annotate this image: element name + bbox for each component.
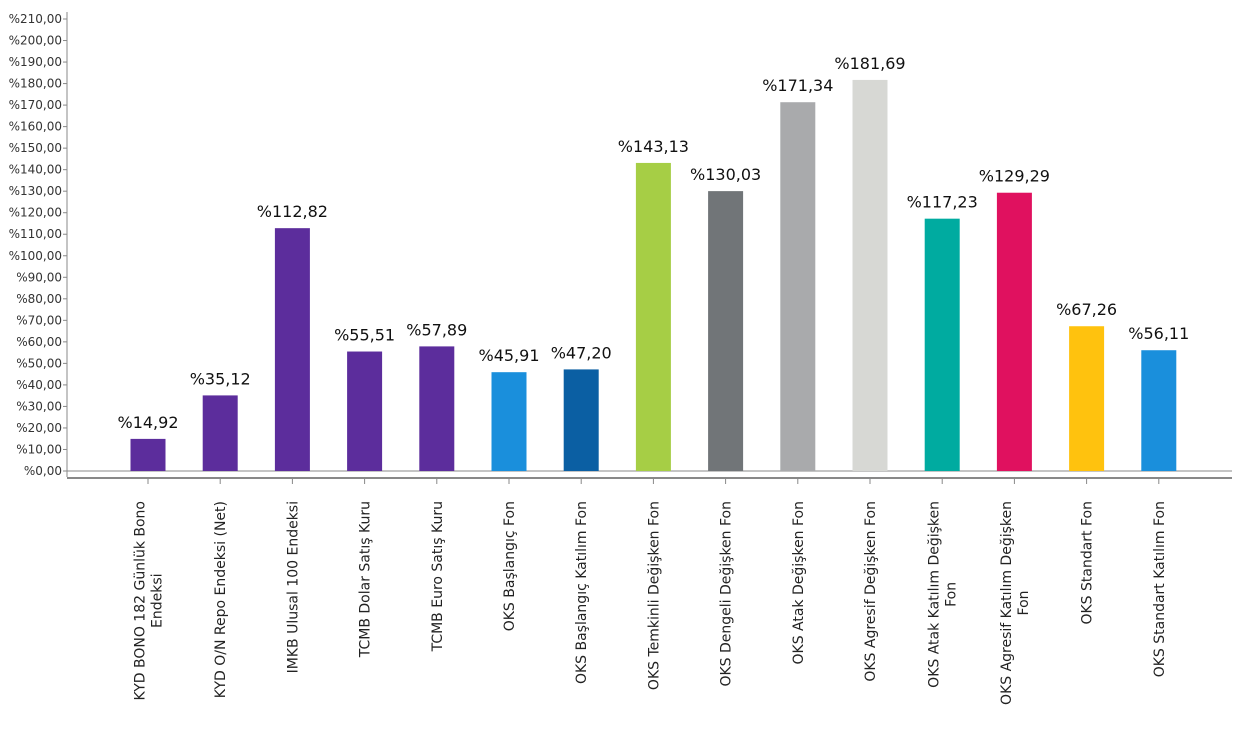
- y-tick-label: %200,00: [9, 34, 62, 48]
- category-label-line: OKS Standart Fon: [1080, 501, 1096, 625]
- y-tick-label: %180,00: [9, 77, 62, 91]
- category-label: OKS Dengeli Değişken Fon: [719, 501, 735, 687]
- data-label: %67,26: [1056, 300, 1117, 319]
- data-label: %14,92: [117, 413, 178, 432]
- bars: [130, 79, 1177, 472]
- y-tick-label: %210,00: [9, 12, 62, 26]
- y-tick-label: %110,00: [9, 227, 62, 241]
- category-label: IMKB Ulusal 100 Endeksi: [285, 501, 301, 673]
- category-label: KYD BONO 182 Günlük Bono Endeksi: [133, 501, 166, 700]
- data-label: %35,12: [190, 369, 251, 388]
- bar: [780, 102, 816, 471]
- bar: [202, 395, 238, 471]
- category-label: TCMB Euro Satış Kuru: [430, 501, 446, 652]
- category-label-line: TCMB Dolar Satış Kuru: [358, 501, 374, 658]
- category-label-line: OKS Temkinli Değişken Fon: [646, 501, 662, 690]
- y-tick-label: %150,00: [9, 141, 62, 155]
- category-label: OKS Agresif Katılım Değişken Fon: [999, 501, 1032, 705]
- category-label: OKS Başlangıç Katılım Fon: [574, 501, 590, 684]
- category-label-line: OKS Başlangıç Fon: [502, 501, 518, 631]
- bar: [1069, 326, 1105, 471]
- y-tick-label: %50,00: [16, 356, 62, 370]
- data-label: %117,23: [907, 193, 978, 212]
- y-tick-label: %20,00: [16, 421, 62, 435]
- category-label: OKS Agresif Değişken Fon: [863, 501, 879, 682]
- bar: [419, 346, 455, 471]
- y-tick-label: %0,00: [24, 464, 62, 478]
- category-label: OKS Standart Fon: [1080, 501, 1096, 625]
- data-labels: %14,92 %35,12 %112,82 %55,51 %57,89 %45,91 %47…: [117, 54, 1189, 432]
- category-label-line: Fon: [1016, 590, 1032, 615]
- category-label-line: TCMB Euro Satış Kuru: [430, 501, 446, 652]
- y-tick-label: %80,00: [16, 292, 62, 306]
- bar: [563, 369, 599, 471]
- bar: [491, 372, 527, 471]
- y-tick-label: %70,00: [16, 313, 62, 327]
- y-tick-label: %100,00: [9, 249, 62, 263]
- category-label: TCMB Dolar Satış Kuru: [358, 501, 374, 658]
- data-label: %47,20: [551, 343, 612, 362]
- bar: [130, 438, 166, 471]
- data-label: %129,29: [979, 167, 1050, 186]
- bar: [708, 191, 744, 471]
- data-label: %56,11: [1128, 324, 1189, 343]
- data-label: %55,51: [334, 326, 395, 345]
- data-label: %143,13: [618, 137, 689, 156]
- category-label-line: Endeksi: [150, 573, 166, 628]
- y-tick-label: %120,00: [9, 206, 62, 220]
- category-label-line: IMKB Ulusal 100 Endeksi: [285, 501, 301, 673]
- category-label-line: OKS Başlangıç Katılım Fon: [574, 501, 590, 684]
- category-label: OKS Başlangıç Fon: [502, 501, 518, 631]
- y-tick-label: %40,00: [16, 378, 62, 392]
- category-label-line: OKS Standart Katılım Fon: [1152, 501, 1168, 677]
- bar: [924, 218, 960, 471]
- y-tick-label: %130,00: [9, 184, 62, 198]
- y-tick-label: %30,00: [16, 399, 62, 413]
- data-label: %171,34: [762, 76, 833, 95]
- data-label: %57,89: [406, 320, 467, 339]
- data-label: %112,82: [257, 202, 328, 221]
- y-tick-label: %10,00: [16, 442, 62, 456]
- bar: [347, 351, 383, 471]
- category-label: OKS Temkinli Değişken Fon: [646, 501, 662, 690]
- data-label: %130,03: [690, 165, 761, 184]
- category-label-line: Fon: [944, 582, 960, 607]
- y-tick-label: %140,00: [9, 163, 62, 177]
- bar: [274, 228, 310, 471]
- y-axis: %0,00 %10,00 %20,00 %30,00 %40,00 %50,00 %60,0…: [9, 12, 1232, 479]
- category-label: KYD O/N Repo Endeksi (Net): [213, 501, 229, 698]
- category-label-line: KYD BONO 182 Günlük Bono: [133, 501, 149, 700]
- y-tick-label: %60,00: [16, 335, 62, 349]
- y-tick-label: %160,00: [9, 120, 62, 134]
- bar: [996, 192, 1032, 471]
- bar: [852, 79, 888, 472]
- category-label-line: OKS Agresif Katılım Değişken: [999, 501, 1015, 705]
- category-label: OKS Standart Katılım Fon: [1152, 501, 1168, 677]
- data-label: %181,69: [834, 54, 905, 73]
- category-label: OKS Atak Katılım Değişken Fon: [927, 501, 960, 688]
- category-label-line: KYD O/N Repo Endeksi (Net): [213, 501, 229, 698]
- category-label-line: OKS Dengeli Değişken Fon: [719, 501, 735, 687]
- x-axis-labels: KYD BONO 182 Günlük Bono Endeksi KYD O/N R…: [133, 478, 1168, 705]
- y-tick-label: %170,00: [9, 98, 62, 112]
- y-tick-label: %190,00: [9, 55, 62, 69]
- category-label: OKS Atak Değişken Fon: [791, 501, 807, 665]
- bar: [1141, 350, 1177, 471]
- category-label-line: OKS Agresif Değişken Fon: [863, 501, 879, 682]
- y-tick-label: %90,00: [16, 270, 62, 284]
- category-label-line: OKS Atak Değişken Fon: [791, 501, 807, 665]
- bar: [635, 162, 671, 471]
- category-label-line: OKS Atak Katılım Değişken: [927, 501, 943, 688]
- data-label: %45,91: [478, 346, 539, 365]
